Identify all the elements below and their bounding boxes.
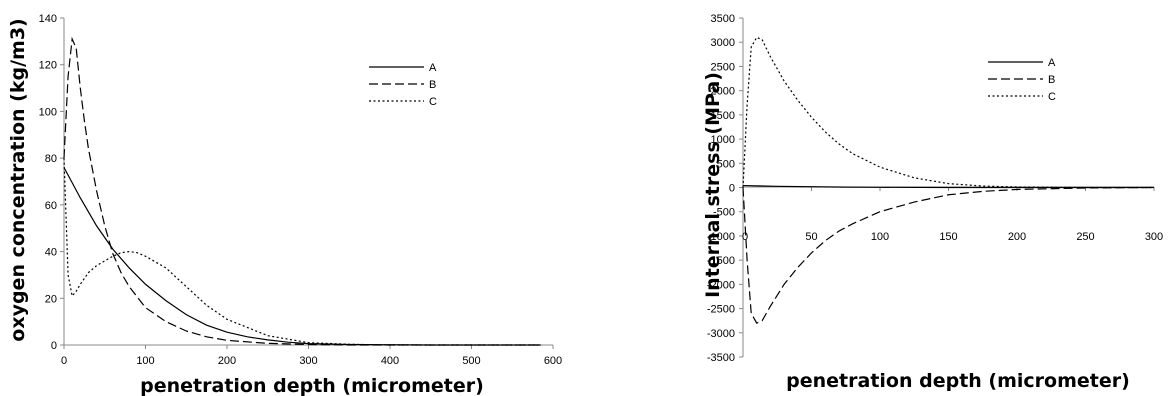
oxygen-concentration-chart: oxygen concentration (kg/m3) penetration…	[7, 13, 562, 396]
legend-label-b: B	[1048, 74, 1055, 86]
y-axis-title-group: oxygen concentration (kg/m3)	[7, 18, 29, 341]
series-line-c	[63, 158, 541, 346]
y-tick-label: -3000	[707, 328, 735, 340]
x-tick-label: 100	[136, 355, 154, 367]
series-line-c	[742, 36, 1154, 189]
x-tick-label: 250	[1076, 231, 1094, 243]
y-tick-label: 0	[51, 340, 57, 352]
y-tick-label: 1000	[711, 134, 735, 146]
y-tick-label: 100	[39, 106, 57, 118]
legend-label-a: A	[429, 62, 437, 74]
x-axis-title: penetration depth (micrometer)	[140, 375, 484, 396]
y-tick-label: 2000	[711, 86, 735, 98]
y-tick-label: 60	[45, 200, 57, 212]
x-tick-label: 0	[61, 355, 67, 367]
series-line-a	[742, 184, 1154, 189]
y-tick-label: 80	[45, 153, 57, 165]
y-tick-label: 3000	[711, 37, 735, 49]
y-axis-title-group: Internal stress (MPa)	[702, 72, 724, 298]
y-tick-label: 120	[39, 60, 57, 72]
x-tick-label: 400	[381, 355, 399, 367]
y-tick-label: 40	[45, 247, 57, 259]
x-tick-label: 500	[462, 355, 480, 367]
y-tick-label: 1500	[711, 110, 735, 122]
y-tick-label: 0	[729, 183, 735, 195]
y-tick-label: 140	[39, 13, 57, 25]
x-tick-label: 600	[544, 355, 562, 367]
x-tick-label: 300	[299, 355, 317, 367]
y-tick-label: -2500	[707, 304, 735, 316]
internal-stress-chart: Internal stress (MPa) penetration depth …	[702, 13, 1163, 392]
y-tick-label: 2500	[711, 61, 735, 73]
x-tick-label: 200	[218, 355, 236, 367]
legend-label-b: B	[429, 79, 436, 91]
y-axis-title: oxygen concentration (kg/m3)	[7, 18, 29, 341]
y-tick-label: -3500	[707, 352, 735, 364]
series-line-a	[63, 167, 541, 346]
y-tick-label: 500	[717, 158, 735, 170]
series-line-b	[742, 186, 1155, 324]
x-tick-label: 150	[939, 231, 957, 243]
x-axis-title: penetration depth (micrometer)	[786, 370, 1130, 392]
y-tick-label: -1000	[707, 231, 735, 243]
y-tick-label: -1500	[707, 255, 735, 267]
x-tick-label: 200	[1008, 231, 1026, 243]
x-tick-label: 300	[1145, 231, 1163, 243]
y-tick-label: 3500	[711, 13, 735, 25]
x-tick-label: 100	[871, 231, 889, 243]
legend-label-a: A	[1048, 57, 1056, 69]
y-axis-title: Internal stress (MPa)	[702, 72, 724, 298]
y-tick-label: -2000	[707, 279, 735, 291]
legend-label-c: C	[429, 96, 437, 108]
x-tick-label: 0	[742, 231, 748, 243]
legend-label-c: C	[1048, 91, 1056, 103]
y-tick-label: 20	[45, 293, 57, 305]
series-line-b	[63, 36, 541, 346]
x-tick-label: 50	[805, 231, 817, 243]
y-tick-label: -500	[713, 207, 735, 219]
